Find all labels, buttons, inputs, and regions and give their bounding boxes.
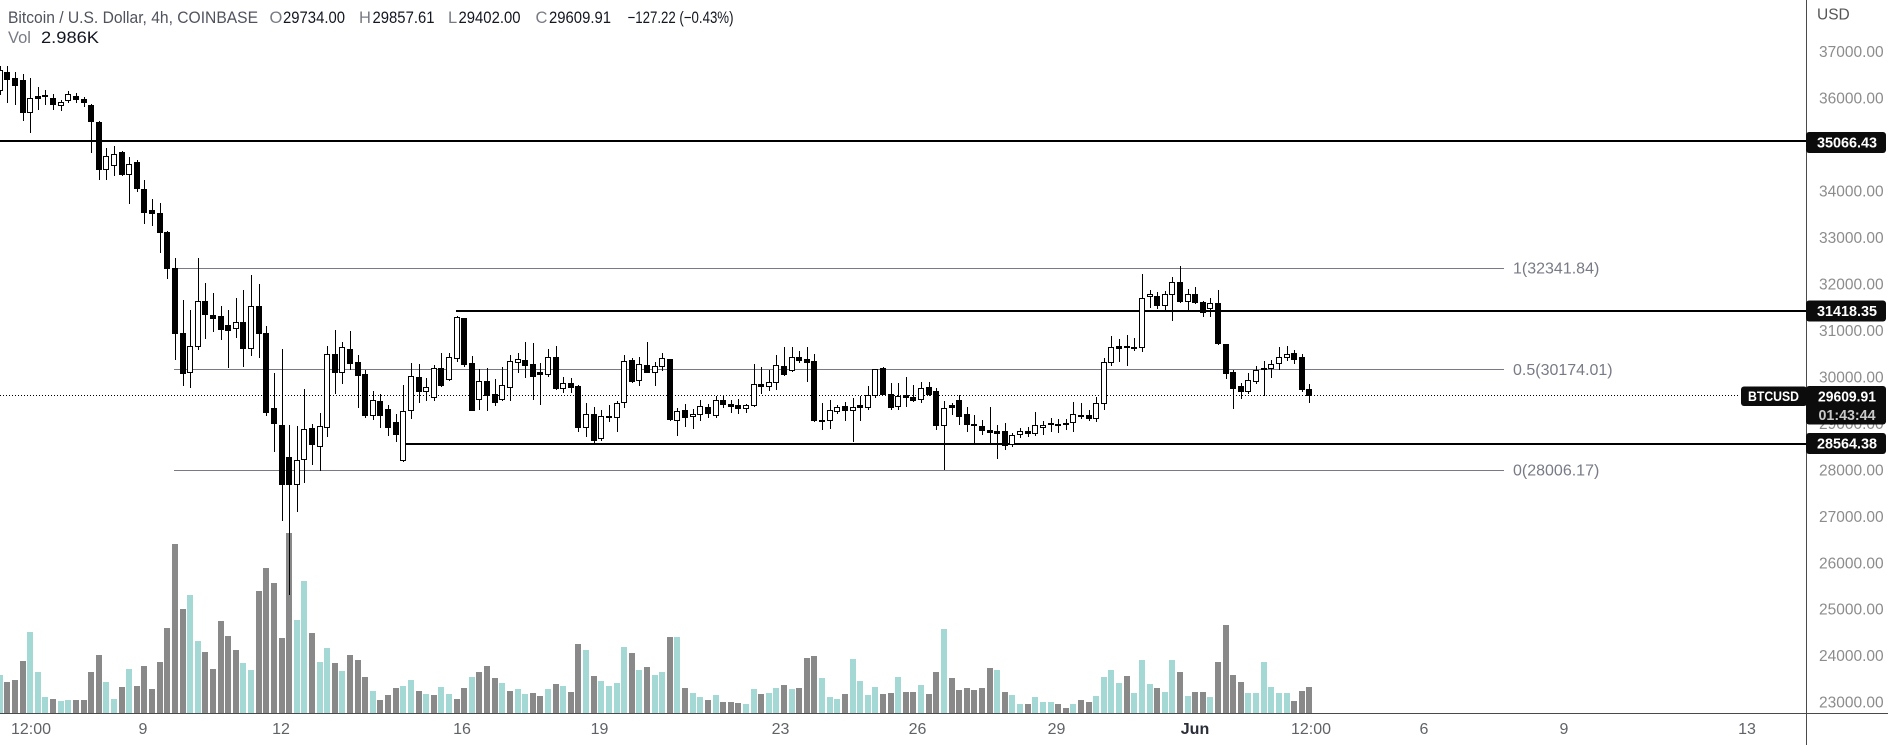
svg-text:L: L: [448, 9, 457, 27]
svg-text:24000.00: 24000.00: [1819, 648, 1884, 665]
svg-text:0(28006.17): 0(28006.17): [1513, 463, 1599, 480]
svg-text:29734.00: 29734.00: [283, 9, 345, 27]
svg-text:26000.00: 26000.00: [1819, 555, 1884, 572]
svg-text:12:00: 12:00: [1291, 721, 1331, 738]
svg-text:28000.00: 28000.00: [1819, 462, 1884, 479]
svg-text:19: 19: [591, 721, 609, 738]
svg-text:29: 29: [1048, 721, 1066, 738]
svg-text:01:43:44: 01:43:44: [1819, 408, 1876, 424]
svg-text:32000.00: 32000.00: [1819, 276, 1884, 293]
svg-text:H: H: [359, 9, 371, 27]
svg-text:33000.00: 33000.00: [1819, 230, 1884, 247]
svg-text:Vol: Vol: [8, 29, 31, 47]
svg-text:30000.00: 30000.00: [1819, 369, 1884, 386]
svg-text:BTCUSD: BTCUSD: [1748, 388, 1799, 404]
svg-text:2.986K: 2.986K: [41, 29, 99, 47]
svg-text:29609.91: 29609.91: [549, 9, 611, 27]
svg-text:9: 9: [139, 721, 148, 738]
svg-text:25000.00: 25000.00: [1819, 602, 1884, 619]
svg-text:13: 13: [1738, 721, 1756, 738]
svg-text:C: C: [536, 9, 548, 27]
svg-text:31418.35: 31418.35: [1817, 304, 1877, 320]
svg-text:23: 23: [772, 721, 790, 738]
svg-text:29402.00: 29402.00: [459, 9, 521, 27]
svg-text:USD: USD: [1817, 7, 1850, 24]
svg-text:1(32341.84): 1(32341.84): [1513, 261, 1599, 278]
svg-text:12:00: 12:00: [11, 721, 51, 738]
svg-text:Jun: Jun: [1181, 721, 1209, 738]
svg-text:35066.43: 35066.43: [1817, 136, 1877, 152]
svg-text:27000.00: 27000.00: [1819, 509, 1884, 526]
svg-text:26: 26: [909, 721, 927, 738]
svg-text:0.5(30174.01): 0.5(30174.01): [1513, 362, 1613, 379]
svg-text:37000.00: 37000.00: [1819, 44, 1884, 61]
svg-text:12: 12: [272, 721, 290, 738]
svg-text:29609.91: 29609.91: [1818, 389, 1876, 405]
svg-text:28564.38: 28564.38: [1817, 437, 1877, 453]
svg-text:6: 6: [1420, 721, 1429, 738]
svg-text:O: O: [270, 9, 283, 27]
svg-text:34000.00: 34000.00: [1819, 183, 1884, 200]
svg-text:36000.00: 36000.00: [1819, 90, 1884, 107]
svg-text:23000.00: 23000.00: [1819, 695, 1884, 712]
svg-text:31000.00: 31000.00: [1819, 323, 1884, 340]
svg-text:Bitcoin / U.S. Dollar, 4h, COI: Bitcoin / U.S. Dollar, 4h, COINBASE: [8, 9, 258, 27]
svg-text:9: 9: [1560, 721, 1569, 738]
svg-text:29857.61: 29857.61: [373, 9, 435, 27]
svg-text:16: 16: [453, 721, 471, 738]
svg-text:−127.22 (−0.43%): −127.22 (−0.43%): [628, 9, 734, 27]
